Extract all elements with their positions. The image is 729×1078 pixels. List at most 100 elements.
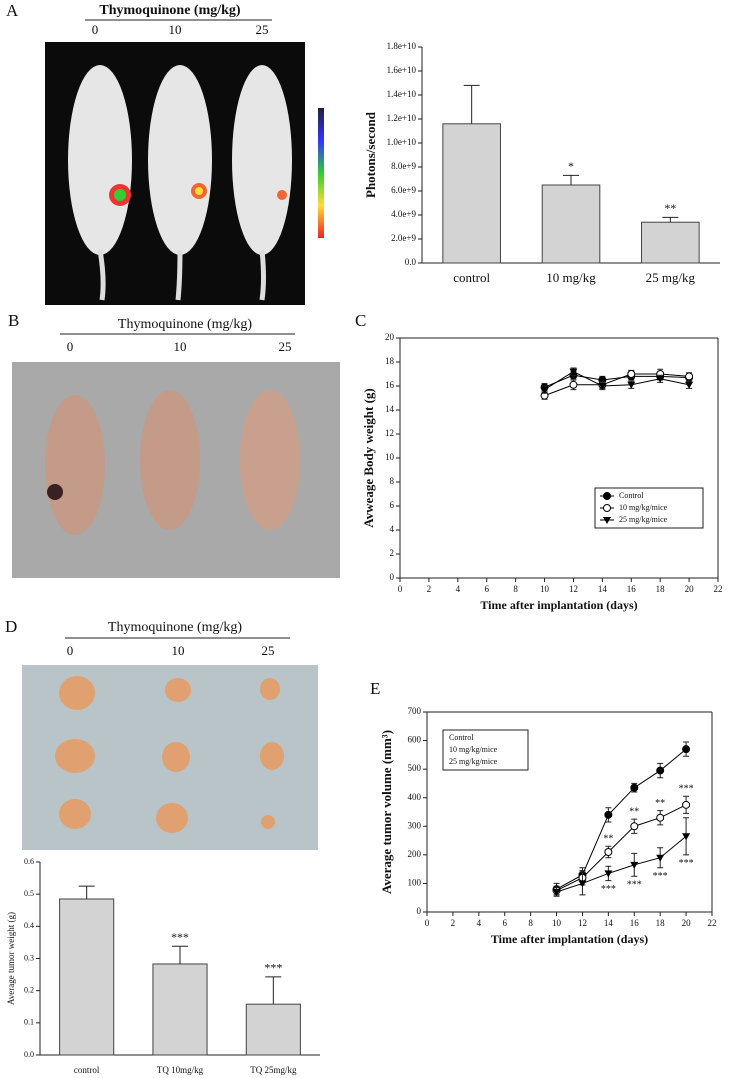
y-tick-label: 0	[390, 572, 395, 582]
marker	[603, 504, 611, 512]
marker	[682, 800, 691, 809]
y-tick-label: 0.0	[24, 1050, 34, 1059]
legend-label: 10 mg/kg/mice	[449, 745, 498, 754]
y-axis-label: Average tumor volume (mm³)	[379, 730, 394, 894]
x-tick-label: 20	[685, 584, 695, 594]
x-tick-label: control	[74, 1065, 100, 1075]
y-tick-label: 20	[385, 332, 395, 342]
marker	[630, 822, 639, 831]
series-line	[544, 374, 690, 388]
x-tick-label: 16	[627, 584, 637, 594]
x-tick-label: 4	[456, 584, 461, 594]
series-line	[544, 373, 690, 397]
bar	[245, 1003, 301, 1056]
x-axis-label: Time after implantation (days)	[480, 598, 637, 612]
marker	[603, 517, 611, 524]
marker	[604, 870, 613, 878]
significance-label: ***	[653, 871, 668, 882]
marker	[656, 375, 665, 383]
x-tick-label: 22	[708, 918, 717, 928]
bar	[59, 898, 115, 1056]
y-tick-label: 2.0e+9	[391, 233, 416, 243]
x-tick-label: 6	[484, 584, 489, 594]
error-bar	[563, 174, 579, 185]
marker	[682, 745, 691, 754]
y-tick-label: 4	[390, 524, 395, 534]
dose-label: 25	[262, 643, 275, 658]
y-tick-label: 2	[390, 548, 395, 558]
marker	[627, 381, 636, 389]
y-tick-label: 0.4	[24, 921, 34, 930]
x-tick-label: TQ 10mg/kg	[157, 1065, 204, 1075]
y-tick-label: 0	[417, 906, 422, 916]
x-tick-label: 8	[513, 584, 518, 594]
x-tick-label: control	[453, 270, 490, 285]
y-tick-label: 10	[385, 452, 395, 462]
error-bar	[172, 945, 188, 964]
marker	[656, 813, 665, 822]
marker	[685, 372, 694, 381]
marker	[598, 383, 607, 390]
marker	[604, 848, 613, 856]
y-tick-label: 12	[385, 428, 394, 438]
x-tick-label: 18	[656, 584, 666, 594]
y-tick-label: 100	[408, 877, 422, 887]
panel-label: A	[6, 1, 19, 20]
y-tick-label: 6.0e+9	[391, 185, 416, 195]
marker	[656, 766, 665, 775]
marker	[578, 880, 587, 888]
y-tick-label: 600	[408, 735, 422, 745]
significance-label: ***	[679, 784, 694, 795]
y-tick-label: 14	[385, 404, 395, 414]
legend-label: 25 mg/kg/mice	[619, 515, 668, 524]
series-line	[556, 748, 687, 890]
panel-label: E	[370, 679, 380, 698]
x-tick-label: 14	[604, 918, 614, 928]
marker	[685, 381, 694, 389]
marker	[630, 783, 639, 792]
series-line	[556, 804, 687, 892]
x-tick-label: 16	[630, 918, 640, 928]
panel-label: B	[8, 311, 19, 330]
error-bar	[463, 84, 480, 124]
x-tick-label: TQ 25mg/kg	[250, 1065, 297, 1075]
x-tick-label: 12	[578, 918, 587, 928]
significance-label: ***	[679, 858, 694, 869]
dose-label: 0	[92, 22, 99, 37]
significance-label: *	[568, 159, 574, 173]
x-axis-label: Time after implantation (days)	[491, 932, 648, 946]
marker	[627, 370, 636, 378]
y-tick-label: 1.4e+10	[387, 89, 417, 99]
dose-label: 0	[67, 643, 74, 658]
x-tick-label: 0	[425, 918, 430, 928]
x-tick-label: 10	[540, 584, 550, 594]
marker	[552, 889, 561, 896]
bar	[641, 221, 700, 264]
header-title: Thymoquinone (mg/kg)	[118, 317, 252, 332]
legend-box	[442, 729, 529, 771]
marker	[603, 492, 611, 500]
y-tick-label: 8.0e+9	[391, 161, 416, 171]
dose-label: 10	[174, 339, 187, 354]
y-axis-label: Photons/second	[363, 111, 378, 198]
y-tick-label: 1.0e+10	[387, 137, 417, 147]
marker	[569, 368, 578, 376]
significance-label: ***	[264, 961, 282, 975]
x-tick-label: 12	[569, 584, 578, 594]
tumor-photo	[22, 665, 318, 850]
y-tick-label: 0.6	[24, 857, 34, 866]
panel-label: D	[5, 617, 17, 636]
significance-label: **	[664, 201, 676, 215]
y-tick-label: 16	[385, 380, 395, 390]
x-tick-label: 8	[528, 918, 533, 928]
y-tick-label: 0.0	[405, 257, 417, 267]
y-tick-label: 0.3	[24, 953, 34, 962]
x-tick-label: 6	[502, 918, 507, 928]
bar	[541, 184, 601, 264]
significance-label: ***	[171, 930, 189, 944]
y-axis-label: Avweage Body weight (g)	[361, 388, 376, 528]
y-tick-label: 500	[408, 763, 422, 773]
x-tick-label: 22	[714, 584, 723, 594]
legend-label: Control	[449, 733, 474, 742]
